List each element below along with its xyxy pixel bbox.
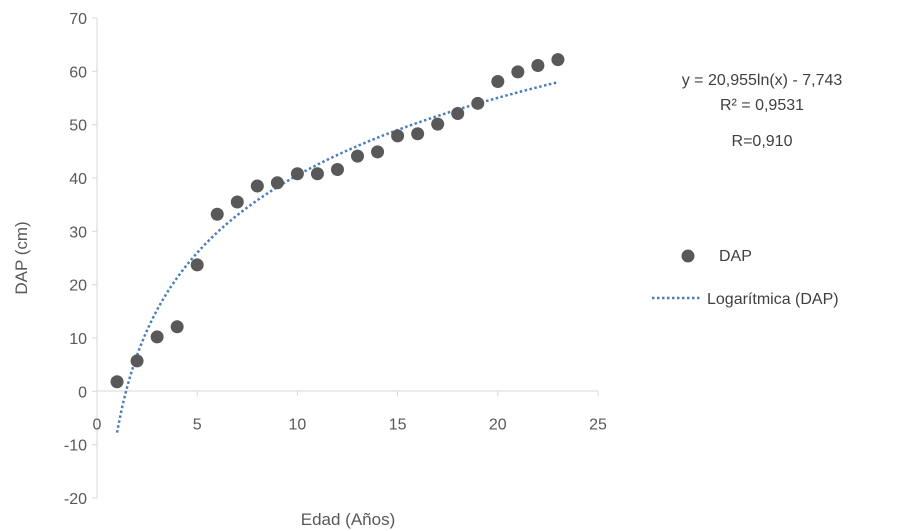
data-point (371, 145, 385, 159)
data-point (250, 179, 264, 193)
legend-marker-dap (681, 249, 695, 263)
legend-label-trendline: Logarítmica (DAP) (707, 291, 839, 308)
legend-label-dap: DAP (719, 248, 752, 265)
y-axis-title: DAP (cm) (12, 221, 31, 294)
data-point (210, 207, 224, 221)
data-point (190, 258, 204, 272)
data-point (491, 74, 505, 88)
data-point (391, 129, 405, 143)
trendline (115, 80, 559, 433)
data-point (310, 167, 324, 181)
x-tick-labels: 0 5 10 15 20 25 (93, 391, 607, 433)
data-point (290, 167, 304, 181)
x-tick-label: 0 (93, 416, 102, 433)
equation-annotation: y = 20,955ln(x) - 7,743 R² = 0,9531 R=0,… (682, 72, 843, 150)
x-tick-label: 10 (289, 416, 307, 433)
y-tick-label: 0 (78, 384, 87, 401)
data-point (531, 58, 545, 72)
x-tick-label: 20 (489, 416, 507, 433)
data-point (270, 176, 284, 190)
data-point (330, 162, 344, 176)
x-tick-label: 15 (389, 416, 407, 433)
y-tick-label: 60 (69, 64, 87, 81)
data-point (170, 320, 184, 334)
data-points-group (110, 53, 565, 389)
y-tick-label: -20 (64, 491, 87, 508)
axes (96, 18, 598, 498)
data-point (551, 53, 565, 67)
data-point (431, 117, 445, 131)
data-point (511, 65, 525, 79)
data-point (230, 195, 244, 209)
y-tick-label: -10 (64, 438, 87, 455)
trendline-group (115, 80, 559, 433)
y-tick-label: 10 (69, 331, 87, 348)
data-point (130, 354, 144, 368)
data-point (351, 149, 365, 163)
x-tick-label: 5 (193, 416, 202, 433)
y-tick-labels: -20 -10 0 10 20 30 40 50 60 70 (64, 11, 97, 508)
data-point (451, 106, 465, 120)
data-point (110, 375, 124, 389)
data-point (411, 127, 425, 141)
y-tick-label: 20 (69, 278, 87, 295)
legend: DAP Logarítmica (DAP) (652, 248, 839, 308)
y-tick-label: 50 (69, 118, 87, 135)
x-tick-label: 25 (589, 416, 607, 433)
data-point (150, 330, 164, 344)
equation-text: y = 20,955ln(x) - 7,743 (682, 72, 843, 89)
y-tick-label: 70 (69, 11, 87, 28)
r-squared-text: R² = 0,9531 (720, 97, 804, 114)
r-text: R=0,910 (732, 133, 793, 150)
y-tick-label: 30 (69, 224, 87, 241)
x-axis-title: Edad (Años) (301, 510, 396, 529)
y-tick-label: 40 (69, 171, 87, 188)
data-point (471, 96, 485, 110)
